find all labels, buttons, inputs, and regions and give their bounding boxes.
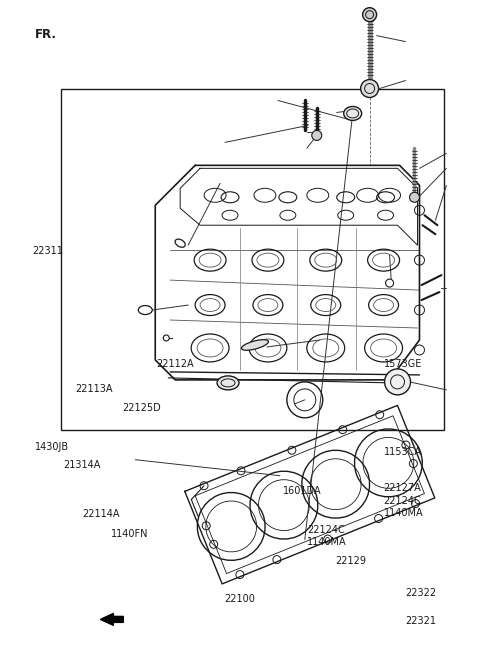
Circle shape — [409, 192, 420, 202]
Circle shape — [163, 335, 169, 341]
Text: 22113A: 22113A — [75, 383, 112, 393]
Text: FR.: FR. — [35, 28, 57, 42]
Text: 1601DA: 1601DA — [283, 486, 322, 496]
Ellipse shape — [241, 340, 268, 350]
Circle shape — [384, 369, 410, 395]
Text: 1140MA: 1140MA — [307, 537, 347, 547]
Text: 22124C: 22124C — [384, 496, 421, 506]
Ellipse shape — [175, 239, 185, 248]
Text: 22321: 22321 — [405, 616, 436, 626]
Text: 22127A: 22127A — [384, 483, 421, 493]
Text: 22112A: 22112A — [156, 358, 194, 368]
Text: 22124C: 22124C — [307, 525, 345, 535]
Circle shape — [312, 131, 322, 141]
Text: 1140FN: 1140FN — [111, 529, 148, 539]
Text: 1140MA: 1140MA — [384, 508, 423, 518]
Ellipse shape — [138, 306, 152, 315]
Ellipse shape — [344, 106, 361, 120]
Text: 22129: 22129 — [336, 556, 367, 566]
Ellipse shape — [217, 376, 239, 390]
Text: 22114A: 22114A — [82, 510, 120, 519]
Text: 1153CA: 1153CA — [384, 447, 421, 457]
Text: 1573GE: 1573GE — [384, 358, 422, 368]
Text: 1430JB: 1430JB — [35, 442, 69, 452]
Text: 21314A: 21314A — [63, 460, 100, 470]
Bar — [60, 88, 444, 430]
Text: 22125D: 22125D — [123, 403, 161, 412]
Circle shape — [360, 79, 379, 98]
Text: 22100: 22100 — [225, 594, 255, 604]
Text: 22311: 22311 — [32, 246, 63, 256]
Circle shape — [363, 8, 377, 22]
Circle shape — [385, 279, 394, 287]
Text: 22322: 22322 — [405, 589, 436, 599]
Polygon shape — [100, 613, 123, 626]
